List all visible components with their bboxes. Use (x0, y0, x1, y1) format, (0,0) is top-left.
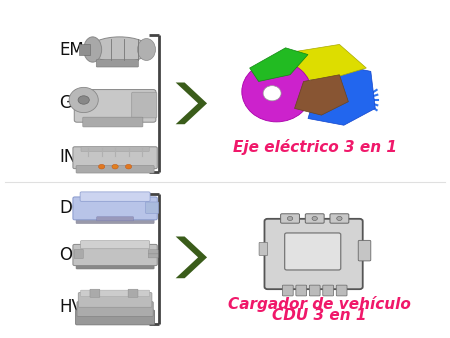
FancyBboxPatch shape (97, 217, 134, 221)
Polygon shape (250, 48, 308, 81)
Circle shape (112, 164, 118, 169)
Ellipse shape (78, 96, 89, 104)
FancyBboxPatch shape (148, 254, 158, 258)
FancyBboxPatch shape (76, 310, 154, 325)
FancyBboxPatch shape (336, 285, 347, 296)
Circle shape (337, 216, 342, 220)
FancyBboxPatch shape (283, 285, 293, 296)
FancyBboxPatch shape (77, 301, 153, 316)
FancyBboxPatch shape (73, 197, 157, 220)
Text: Eje eléctrico 3 en 1: Eje eléctrico 3 en 1 (233, 139, 397, 155)
Text: OBC: OBC (59, 246, 94, 264)
Circle shape (99, 164, 105, 169)
FancyBboxPatch shape (132, 92, 157, 118)
FancyBboxPatch shape (73, 244, 157, 266)
FancyBboxPatch shape (73, 147, 157, 169)
Text: INV: INV (59, 148, 88, 166)
FancyBboxPatch shape (323, 285, 333, 296)
Text: HV-Box: HV-Box (59, 298, 118, 316)
FancyBboxPatch shape (305, 214, 324, 223)
Ellipse shape (242, 61, 311, 122)
Polygon shape (176, 82, 207, 124)
FancyBboxPatch shape (148, 250, 158, 254)
Ellipse shape (89, 37, 150, 62)
FancyBboxPatch shape (81, 241, 150, 249)
Ellipse shape (84, 37, 102, 62)
Ellipse shape (69, 87, 98, 113)
FancyBboxPatch shape (83, 117, 143, 127)
FancyBboxPatch shape (358, 240, 371, 261)
FancyBboxPatch shape (296, 285, 306, 296)
Text: Gbox: Gbox (59, 94, 102, 112)
Circle shape (126, 164, 132, 169)
Polygon shape (176, 237, 207, 278)
Polygon shape (308, 61, 375, 125)
FancyBboxPatch shape (76, 264, 154, 269)
Text: EM: EM (59, 41, 84, 58)
FancyBboxPatch shape (309, 285, 320, 296)
FancyBboxPatch shape (74, 249, 83, 259)
FancyBboxPatch shape (128, 289, 138, 297)
FancyBboxPatch shape (78, 292, 152, 307)
FancyBboxPatch shape (90, 289, 100, 297)
FancyBboxPatch shape (74, 90, 156, 122)
Polygon shape (295, 75, 348, 115)
Bar (79, 45, 90, 54)
FancyBboxPatch shape (81, 290, 150, 296)
FancyBboxPatch shape (96, 59, 139, 67)
FancyBboxPatch shape (81, 147, 149, 151)
FancyBboxPatch shape (76, 218, 154, 223)
Text: DC/DC: DC/DC (59, 199, 113, 217)
FancyBboxPatch shape (330, 214, 349, 223)
Ellipse shape (263, 86, 281, 101)
Circle shape (312, 216, 317, 220)
Text: CDU 3 en 1: CDU 3 en 1 (272, 308, 366, 323)
FancyBboxPatch shape (265, 219, 363, 289)
Ellipse shape (138, 39, 155, 61)
FancyBboxPatch shape (281, 214, 299, 223)
FancyBboxPatch shape (259, 242, 268, 256)
FancyBboxPatch shape (76, 166, 154, 173)
Text: Cargador de vehículo: Cargador de vehículo (228, 296, 411, 312)
Circle shape (288, 216, 293, 220)
FancyBboxPatch shape (80, 192, 150, 201)
FancyBboxPatch shape (285, 233, 341, 270)
Polygon shape (277, 45, 366, 81)
FancyBboxPatch shape (146, 202, 158, 213)
